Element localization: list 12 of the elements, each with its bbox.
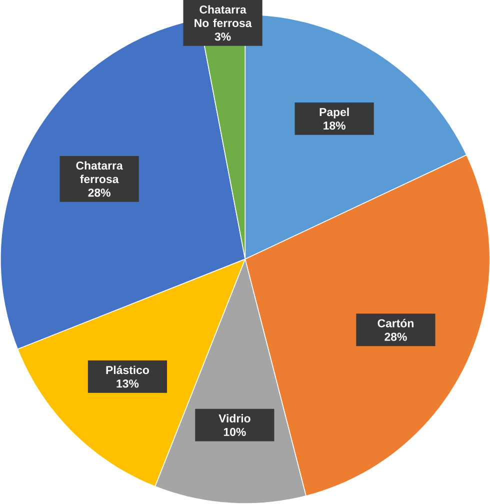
data-label: 28% [88,188,110,197]
data-label: 28% [384,332,407,341]
slice-label: Papel [320,108,349,118]
slice-label: Plástico [106,366,149,374]
data-label: 10% [224,428,246,436]
slice-label: Chatarra ferrosa [76,161,123,184]
slice-label: Chatarra No ferrosa [194,5,252,28]
slice-label: Cartón [378,318,414,328]
data-label: 18% [323,122,346,130]
data-label: 3% [214,32,231,41]
data-label: 13% [116,380,138,388]
slice-label: Vidrio [218,414,250,422]
